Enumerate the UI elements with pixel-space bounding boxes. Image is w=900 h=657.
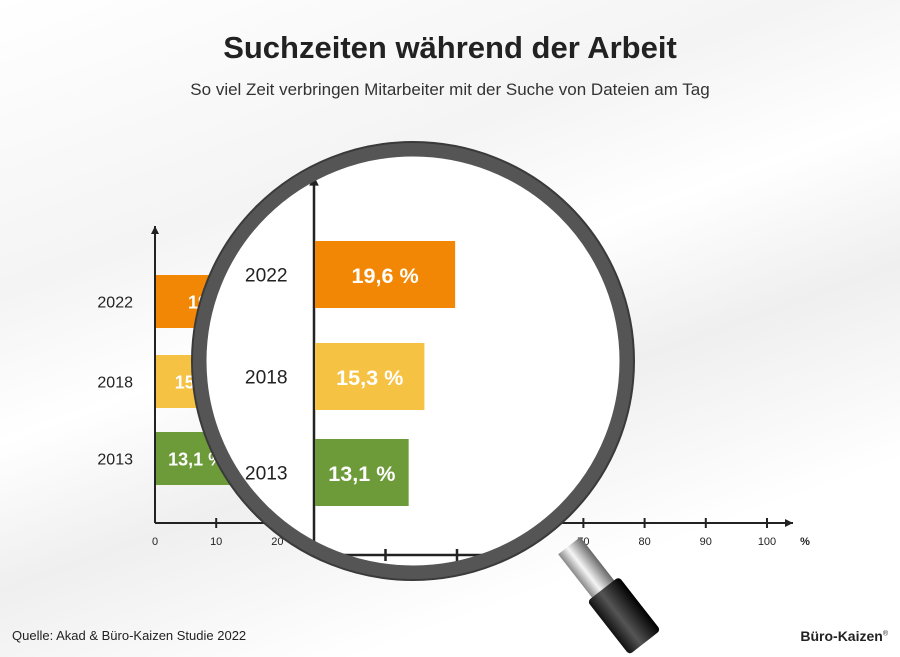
x-tick-label: 80 — [638, 536, 650, 548]
category-label-2013: 2013 — [97, 452, 133, 469]
logo-text: Büro-Kaizen — [800, 628, 883, 644]
chart-subtitle: So viel Zeit verbringen Mitarbeiter mit … — [190, 80, 710, 99]
x-axis-arrow — [785, 519, 793, 527]
y-axis-arrow — [151, 226, 159, 234]
bar-2022 — [315, 241, 456, 308]
x-axis-label: % — [800, 536, 810, 548]
x-tick-label: 20 — [271, 536, 283, 548]
x-tick-label: 0 — [152, 536, 158, 548]
bar-label-2013: 13,1 % — [168, 450, 224, 470]
x-tick-label: 30 — [521, 569, 536, 584]
x-tick-label: 100 — [758, 536, 776, 548]
category-label-2018: 2018 — [97, 375, 133, 392]
lens-rim — [191, 141, 635, 581]
chart-title: Suchzeiten während der Arbeit — [223, 30, 677, 65]
bar-label-2013: 13,1 % — [328, 461, 395, 486]
source-note: Quelle: Akad & Büro-Kaizen Studie 2022 — [12, 628, 247, 643]
bar-2018 — [315, 343, 425, 410]
logo-mark: ® — [882, 630, 888, 638]
x-tick-label: 10 — [210, 536, 222, 548]
category-label-2022: 2022 — [245, 266, 288, 287]
category-label-2018: 2018 — [245, 368, 288, 389]
brand-logo: Büro-Kaizen® — [800, 628, 888, 644]
bar-label-2022: 19,6 % — [351, 263, 418, 288]
category-label-2013: 2013 — [245, 464, 288, 485]
magnifier-handle — [558, 536, 660, 654]
bar-2013 — [315, 439, 409, 506]
x-tick-label: 90 — [700, 536, 712, 548]
category-label-2022: 2022 — [97, 295, 133, 312]
x-tick-label: 0 — [310, 569, 317, 584]
bar-label-2018: 15,3 % — [336, 365, 403, 390]
